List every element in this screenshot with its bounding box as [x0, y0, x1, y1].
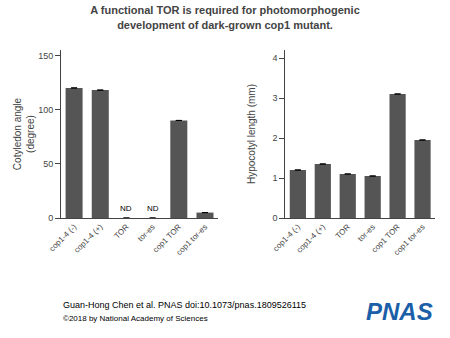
svg-text:A functional TOR is required f: A functional TOR is required for photomo…	[90, 4, 360, 30]
svg-text:ND: ND	[120, 204, 132, 213]
svg-text:TOR: TOR	[334, 222, 352, 240]
svg-text:1: 1	[273, 173, 278, 183]
svg-text:cop1-4 (+): cop1-4 (+)	[295, 222, 328, 255]
svg-text:2: 2	[273, 133, 278, 143]
svg-text:cop1 TOR: cop1 TOR	[151, 222, 183, 254]
svg-text:cop1-4 (+): cop1-4 (+)	[72, 222, 105, 255]
svg-text:cop1-4 (-): cop1-4 (-)	[47, 222, 78, 253]
svg-text:cop1 TOR: cop1 TOR	[370, 222, 402, 254]
svg-text:0: 0	[48, 213, 53, 223]
svg-text:tor-es: tor-es	[136, 222, 157, 243]
svg-text:Guan-Hong Chen et al. PNAS doi: Guan-Hong Chen et al. PNAS doi:10.1073/p…	[63, 300, 306, 310]
svg-text:50: 50	[43, 159, 53, 169]
svg-text:4: 4	[273, 53, 278, 63]
svg-text:100: 100	[38, 105, 53, 115]
svg-text:0: 0	[273, 213, 278, 223]
svg-text:Hypocotyl length (mm): Hypocotyl length (mm)	[246, 84, 257, 184]
svg-text:TOR: TOR	[112, 222, 130, 240]
svg-text:PNAS: PNAS	[366, 298, 433, 325]
svg-text:tor-es: tor-es	[356, 222, 377, 243]
svg-text:Cotyledon angle(degree): Cotyledon angle(degree)	[12, 97, 36, 170]
svg-text:cop1-4 (-): cop1-4 (-)	[271, 222, 302, 253]
svg-text:150: 150	[38, 51, 53, 61]
svg-text:3: 3	[273, 93, 278, 103]
svg-text:©2018 by National Academy of S: ©2018 by National Academy of Sciences	[63, 314, 208, 323]
svg-text:cop1 tor-es: cop1 tor-es	[392, 222, 427, 257]
svg-text:ND: ND	[147, 204, 159, 213]
svg-text:cop1 tor-es: cop1 tor-es	[175, 222, 210, 257]
